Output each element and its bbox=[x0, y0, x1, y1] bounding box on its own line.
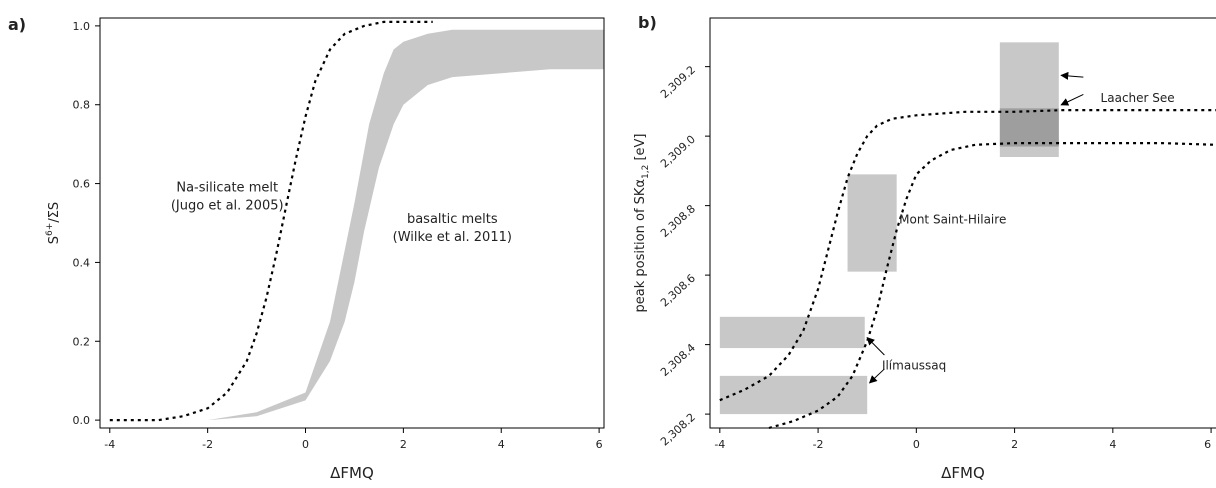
a-x-axis-label: ΔFMQ bbox=[330, 464, 374, 482]
a-x-tick-label: 6 bbox=[596, 438, 603, 451]
b-region-3 bbox=[719, 316, 865, 349]
b-region-4 bbox=[719, 375, 868, 415]
b-ylabel-tail: [eV] bbox=[633, 133, 648, 164]
a-x-tick-label: -2 bbox=[202, 438, 213, 451]
b-annotation-1: Mont Saint-Hilaire bbox=[899, 213, 1006, 227]
b-ylabel-sub: 1,2 bbox=[641, 165, 651, 179]
a-y-tick-label: 0.8 bbox=[73, 99, 91, 112]
b-region-1 bbox=[999, 108, 1059, 147]
a-annotation-1: (Wilke et al. 2011) bbox=[393, 230, 512, 245]
a-y-tick-label: 1.0 bbox=[73, 20, 91, 33]
b-y-tick-label: 2,309.2 bbox=[658, 63, 698, 101]
b-curve-0 bbox=[719, 109, 1216, 402]
b-arrow-2 bbox=[866, 336, 885, 356]
b-x-tick-label: -2 bbox=[813, 438, 824, 451]
a-band-basaltic bbox=[109, 29, 605, 421]
b-region-2 bbox=[847, 174, 897, 272]
b-axes-frame bbox=[709, 17, 1216, 429]
b-x-tick-label: 6 bbox=[1204, 438, 1211, 451]
b-y-tick-label: 2,309.0 bbox=[658, 133, 698, 171]
b-arrow-0 bbox=[1060, 71, 1084, 80]
b-line-layer bbox=[719, 109, 1216, 430]
a-axes-frame bbox=[99, 17, 605, 429]
b-y-tick-label: 2,308.8 bbox=[658, 202, 698, 240]
a-annotation-layer: Na-silicate melt (Jugo et al. 2005) basalt… bbox=[171, 180, 512, 245]
b-region-layer bbox=[719, 42, 1059, 415]
a-curve-na-silicate bbox=[109, 20, 433, 422]
b-arrow-3 bbox=[868, 368, 885, 384]
a-annotation-0: Na-silicate melt bbox=[176, 180, 278, 195]
chart-panel-a: -4 -2 0 2 4 6 0.0 0.2 0.4 0.6 0.8 1.0 ΔFMQ S6+/ΣS N… bbox=[45, 17, 605, 482]
a-annotation-1: basaltic melts bbox=[407, 212, 498, 227]
b-y-tick-label: 2,308.2 bbox=[658, 411, 698, 449]
a-x-tick-label: 2 bbox=[400, 438, 407, 451]
a-tick-layer: -4 -2 0 2 4 6 0.0 0.2 0.4 0.6 0.8 1.0 bbox=[73, 20, 603, 451]
b-x-tick-label: 4 bbox=[1109, 438, 1116, 451]
b-x-axis-label: ΔFMQ bbox=[941, 464, 985, 482]
a-line-layer bbox=[109, 20, 433, 422]
a-y-axis-label: S6+/ΣS bbox=[45, 202, 62, 244]
a-ylabel-sup: 6+ bbox=[45, 223, 55, 236]
b-curve-1 bbox=[768, 142, 1216, 430]
a-annotation-0: (Jugo et al. 2005) bbox=[171, 198, 284, 213]
a-x-tick-label: 4 bbox=[498, 438, 505, 451]
a-y-tick-label: 0.0 bbox=[73, 414, 91, 427]
b-y-tick-label: 2,308.4 bbox=[658, 341, 698, 379]
a-x-tick-label: -4 bbox=[104, 438, 115, 451]
b-annotation-2: Ilímaussaq bbox=[882, 358, 946, 372]
b-annotation-0: Laacher See bbox=[1101, 91, 1175, 105]
b-x-tick-label: -4 bbox=[714, 438, 725, 451]
b-x-tick-label: 0 bbox=[913, 438, 920, 451]
a-y-tick-label: 0.6 bbox=[73, 178, 91, 191]
b-ylabel-main: peak position of SKα bbox=[633, 179, 648, 313]
b-x-tick-label: 2 bbox=[1011, 438, 1018, 451]
a-band-layer bbox=[109, 29, 605, 421]
panel-label-b: b) bbox=[638, 13, 657, 32]
b-y-tick-label: 2,308.6 bbox=[658, 272, 698, 310]
a-x-tick-label: 0 bbox=[302, 438, 309, 451]
a-ylabel-main: S bbox=[47, 236, 62, 244]
chart-panel-b: -4 -2 0 2 4 6 2,308.2 2,308.4 2,308.6 2,308.8 2,30… bbox=[633, 17, 1216, 482]
panel-label-a: a) bbox=[8, 15, 26, 34]
a-ylabel-tail: /ΣS bbox=[47, 202, 62, 223]
b-y-axis-label: peak position of SKα1,2 [eV] bbox=[633, 133, 651, 312]
b-arrow-1 bbox=[1060, 93, 1084, 106]
a-y-tick-label: 0.2 bbox=[73, 335, 91, 348]
a-y-tick-label: 0.4 bbox=[73, 256, 91, 269]
b-annotation-layer: Laacher See Mont Saint-Hilaire Ilímaussaq bbox=[866, 71, 1175, 384]
